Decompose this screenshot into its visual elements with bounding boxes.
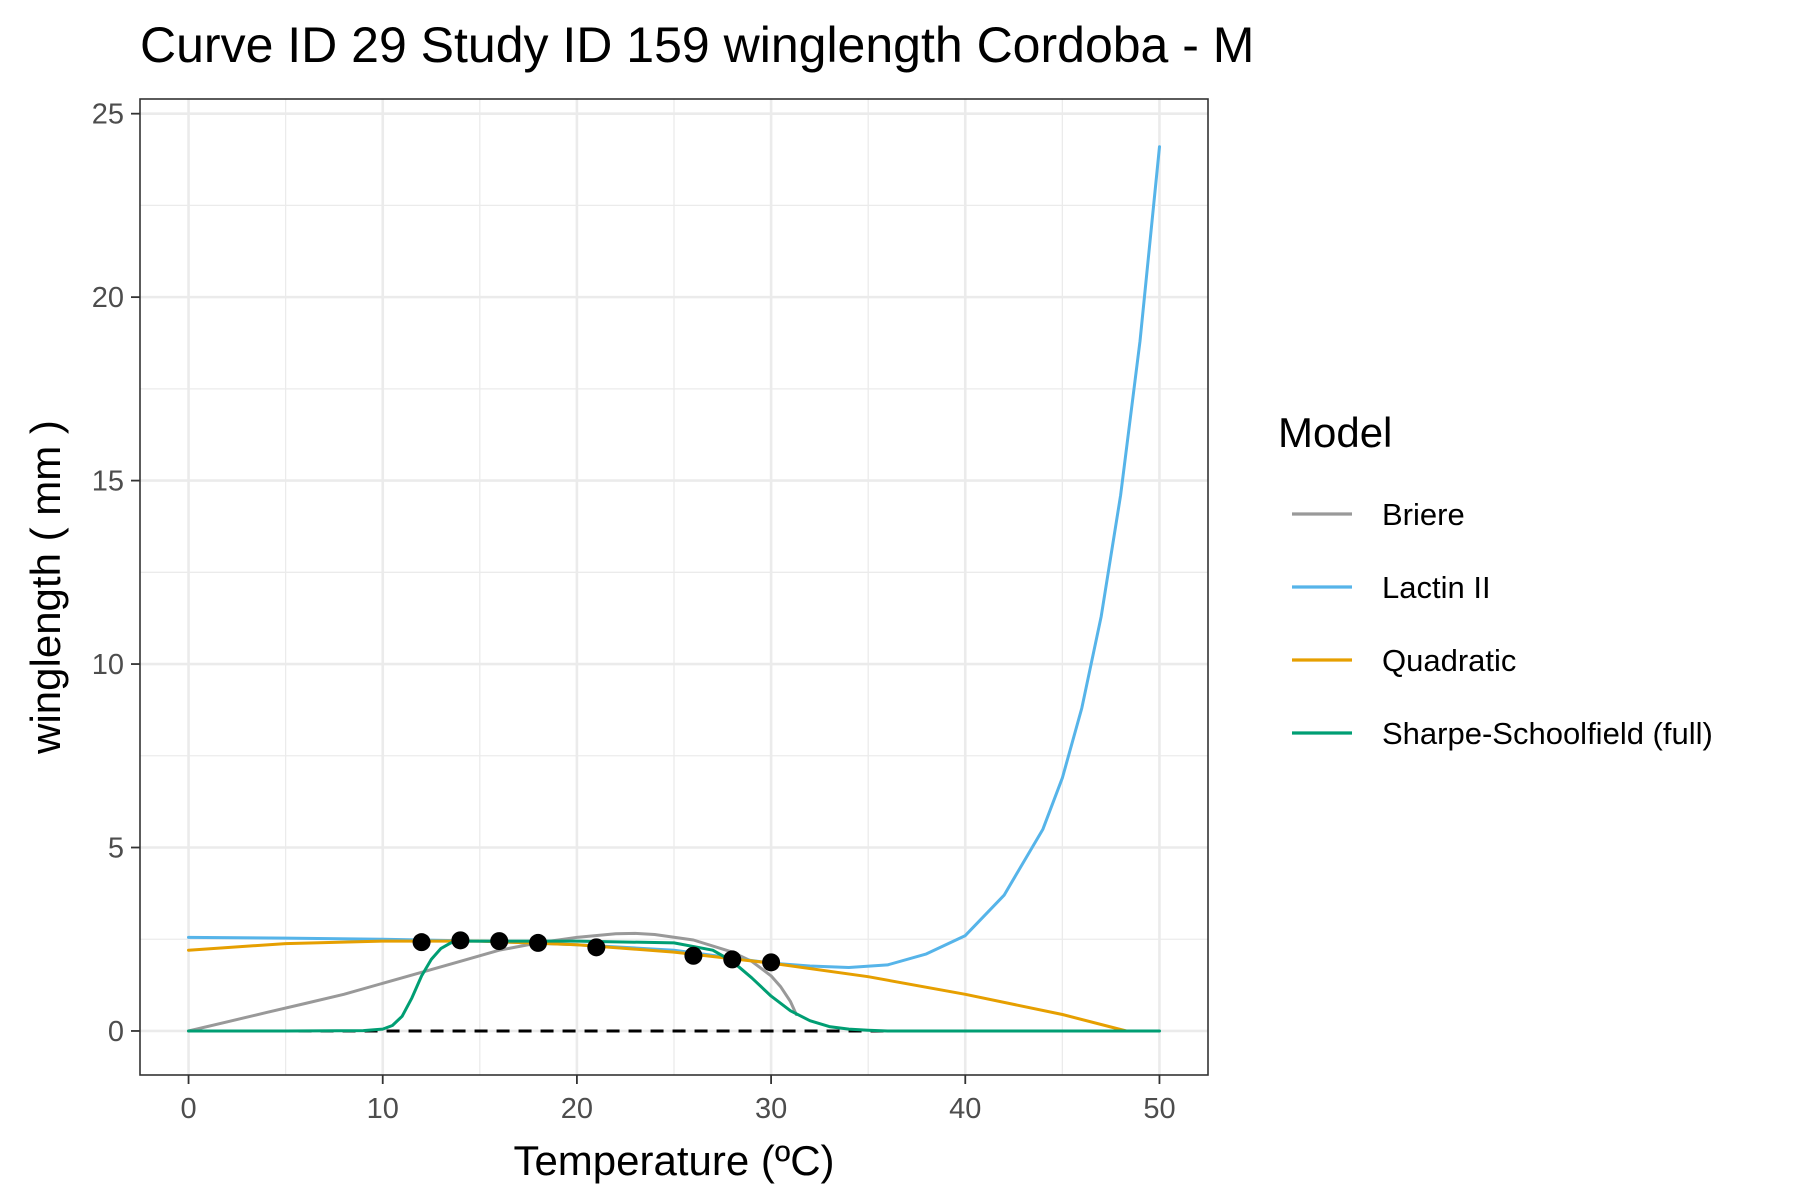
y-tick-label: 15: [92, 466, 124, 498]
data-point: [490, 932, 509, 951]
plot-border: [139, 98, 1209, 1076]
data-point: [587, 938, 606, 957]
x-tick-label: 10: [367, 1093, 399, 1125]
x-tick-label: 40: [949, 1093, 981, 1125]
x-axis: 0 10 20 30 40 50: [180, 1075, 1176, 1125]
x-tick-label: 50: [1143, 1093, 1175, 1125]
data-point: [723, 950, 742, 969]
x-tick-label: 20: [561, 1093, 593, 1125]
x-tick-label: 30: [755, 1093, 787, 1125]
legend-label-quadratic: Quadratic: [1382, 643, 1516, 678]
grid-major: [140, 99, 1208, 1075]
y-tick-label: 5: [108, 833, 124, 865]
data-point: [412, 933, 431, 952]
chart-title: Curve ID 29 Study ID 159 winglength Cord…: [140, 17, 1254, 73]
legend-label-sharpe-schoolfield-full: Sharpe-Schoolfield (full): [1382, 716, 1713, 751]
legend-title: Model: [1278, 409, 1392, 456]
series-line-quadratic: [187, 939, 1128, 1033]
y-tick-label: 10: [92, 649, 124, 681]
series-line-sharpe-schoolfield-full: [187, 939, 1161, 1033]
legend: Model Briere Lactin II Quadratic Sharpe-Sch…: [1278, 409, 1713, 751]
points-layer: [412, 931, 781, 972]
y-axis-title: winglength ( mm ): [22, 420, 69, 755]
series-line-briere: [187, 931, 798, 1033]
y-tick-label: 0: [108, 1016, 124, 1048]
x-axis-title: Temperature (ºC): [513, 1137, 834, 1184]
x-tick-label: 0: [180, 1093, 196, 1125]
data-point: [529, 933, 548, 952]
y-tick-label: 25: [92, 99, 124, 131]
data-point: [451, 931, 470, 950]
legend-label-lactin-ii: Lactin II: [1382, 570, 1491, 605]
legend-items: Briere Lactin II Quadratic Sharpe-Schoolfie…: [1292, 497, 1713, 751]
grid-minor: [140, 99, 1208, 1075]
data-point: [762, 953, 781, 972]
y-tick-label: 20: [92, 282, 124, 314]
data-point: [684, 946, 703, 965]
y-axis: 0 5 10 15 20 25: [92, 99, 140, 1048]
legend-label-briere: Briere: [1382, 497, 1465, 532]
